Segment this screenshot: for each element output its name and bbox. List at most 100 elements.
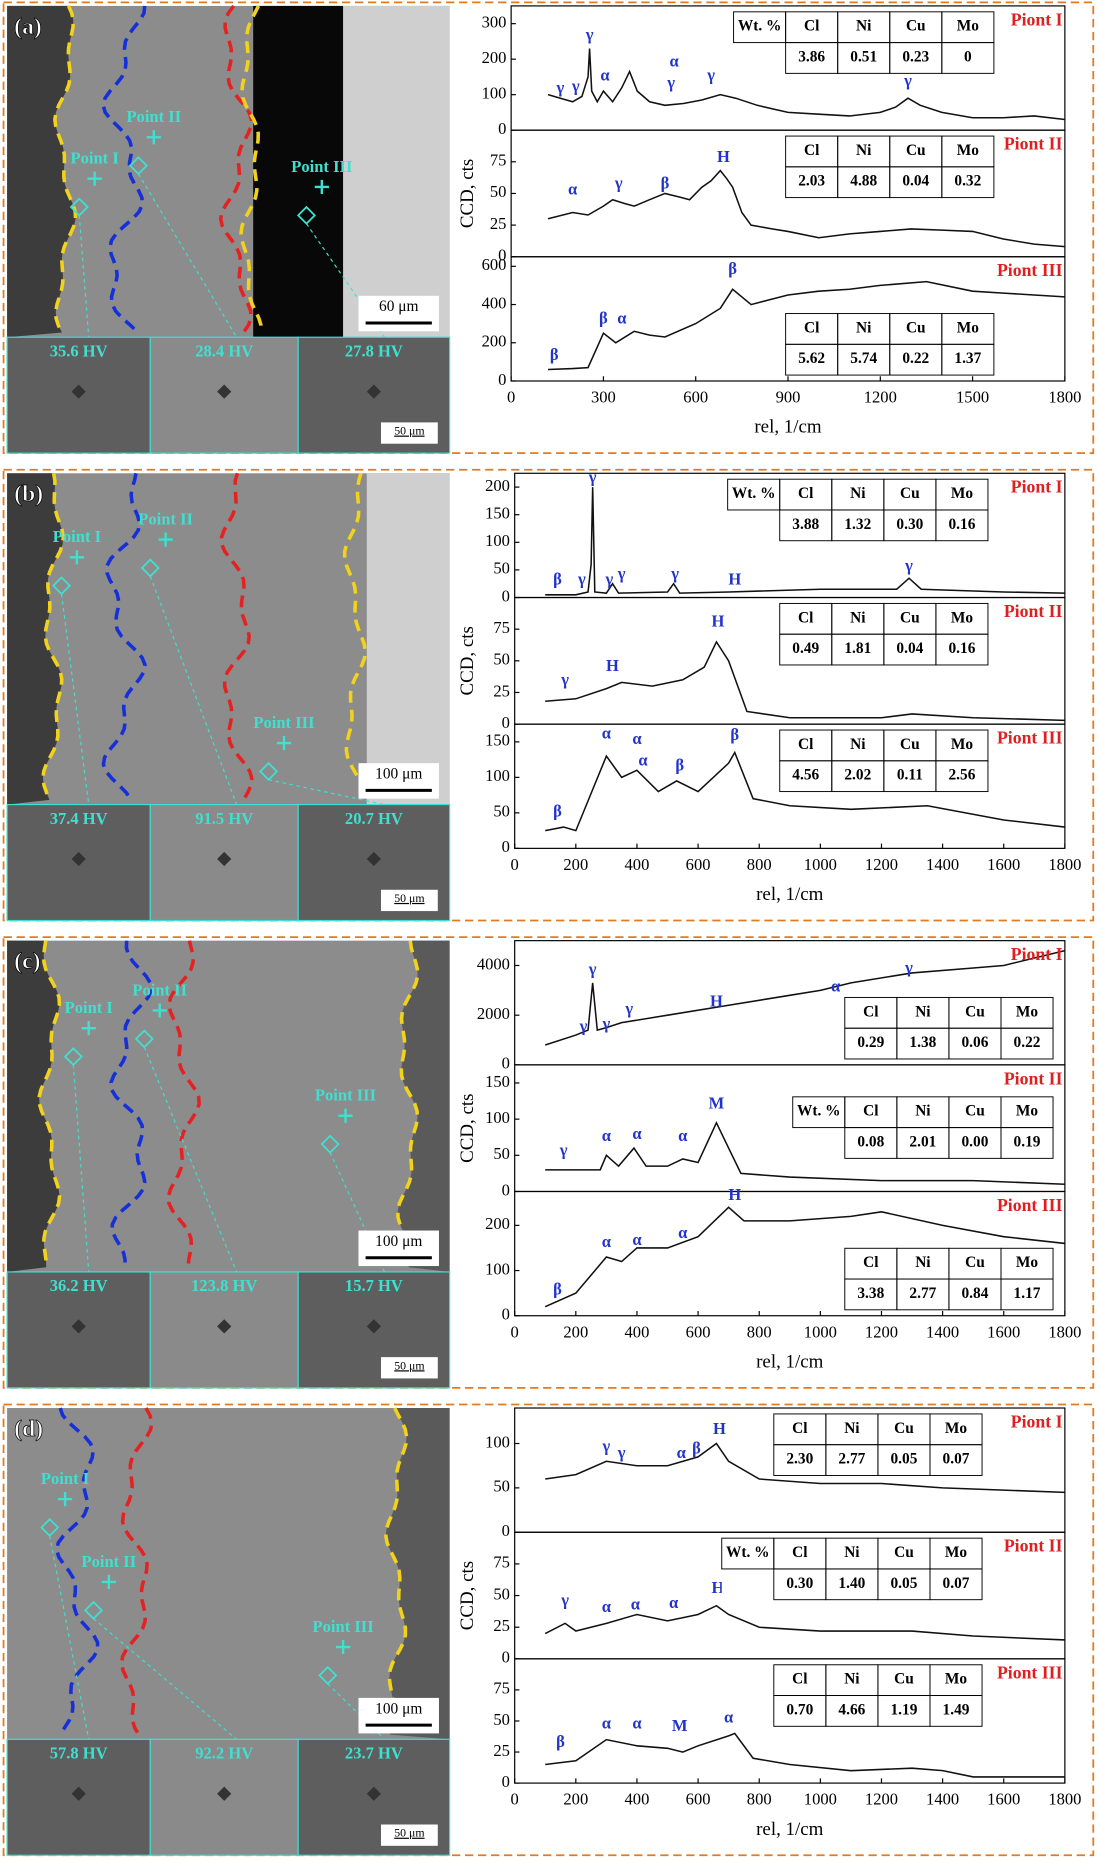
scale-bar-label: 60 μm xyxy=(379,298,418,315)
point-marker xyxy=(57,1492,73,1507)
peak-label: α xyxy=(678,1223,688,1242)
peak-label: γ xyxy=(614,173,623,192)
point-diamond xyxy=(259,761,279,781)
sem-dark-region xyxy=(7,473,64,805)
point-marker xyxy=(336,1639,351,1655)
peak-label: α xyxy=(632,729,642,748)
y-tick-label: 150 xyxy=(485,1072,510,1091)
spectrum-line xyxy=(547,48,1065,121)
subplot-title: Piont III xyxy=(997,260,1063,280)
table-cell xyxy=(935,760,989,793)
y-tick-label: 0 xyxy=(502,1521,510,1540)
table-cell xyxy=(929,1695,983,1727)
peak-label: γ xyxy=(602,1437,611,1456)
y-tick-label: 50 xyxy=(493,1477,510,1496)
table-header: Cu xyxy=(906,319,926,336)
x-tick-label: 1400 xyxy=(926,1322,959,1341)
peak-label: α xyxy=(724,1707,734,1726)
peak-label: α xyxy=(568,180,578,199)
table-value: 2.56 xyxy=(948,767,975,784)
table-header: Ni xyxy=(850,736,866,753)
table-value: 2.77 xyxy=(838,1451,865,1468)
sem-light-region xyxy=(366,473,450,805)
y-tick-label: 50 xyxy=(493,650,510,669)
x-tick-label: 800 xyxy=(747,1790,772,1809)
peak-label: α xyxy=(602,1232,612,1251)
table-value: 0.04 xyxy=(902,173,929,190)
peak-label: β xyxy=(599,309,608,328)
indent xyxy=(366,851,381,867)
table-cell xyxy=(1000,1278,1054,1311)
hardness-inset xyxy=(149,1738,299,1856)
table-header: Cl xyxy=(863,1254,879,1271)
scale-bar-label: 100 μm xyxy=(375,1233,422,1250)
hardness-label: 37.4 HV xyxy=(50,809,108,828)
peak-label: α xyxy=(602,1126,612,1145)
point-diamond xyxy=(134,1029,154,1049)
table-header: Ni xyxy=(856,18,872,35)
table-value: 0.29 xyxy=(857,1034,884,1051)
x-tick-label: 800 xyxy=(747,1322,772,1341)
subplot-title: Piont I xyxy=(1011,1411,1063,1431)
table-value: 2.02 xyxy=(844,767,871,784)
hardness-label: 35.6 HV xyxy=(50,341,108,360)
peak-label: H xyxy=(712,612,725,631)
x-tick-label: 400 xyxy=(625,1790,650,1809)
peak-label: γ xyxy=(559,1140,568,1159)
boundary-red xyxy=(119,1407,154,1736)
indent xyxy=(366,1319,381,1334)
table-value: 5.74 xyxy=(850,350,877,367)
spectrum-line xyxy=(545,1120,1065,1186)
plot-frame xyxy=(514,1190,1066,1317)
point-marker xyxy=(314,179,329,195)
table-header: Mo xyxy=(957,142,980,159)
table-header: Mo xyxy=(951,485,974,502)
spectrum-line xyxy=(545,1442,1065,1494)
panel-label: (b) xyxy=(14,481,43,507)
y-tick-label: 25 xyxy=(490,214,507,233)
peak-label: γ xyxy=(560,670,569,689)
peak-label: α xyxy=(632,1124,642,1143)
indent xyxy=(366,384,381,399)
table-header: Ni xyxy=(844,1671,860,1688)
spectrum-line xyxy=(545,640,1065,722)
table-value: 0.05 xyxy=(891,1575,918,1592)
indent xyxy=(217,1319,232,1334)
peak-label: H xyxy=(728,1185,741,1204)
table-header: Cl xyxy=(804,319,820,336)
y-tick-label: 0 xyxy=(502,1305,510,1324)
y-tick-label: 0 xyxy=(502,713,510,732)
table-header: Wt. % xyxy=(738,18,782,35)
y-tick-label: 50 xyxy=(493,1584,510,1603)
table-header: Cu xyxy=(965,1254,985,1271)
indent xyxy=(217,851,232,867)
table-header: Cl xyxy=(804,18,820,35)
table-value: 0.07 xyxy=(943,1451,970,1468)
point-label: Point III xyxy=(253,713,314,732)
point-label: Point I xyxy=(65,998,113,1017)
boundary-yellow xyxy=(239,5,264,333)
table-value: 0.05 xyxy=(891,1451,918,1468)
boundary-blue xyxy=(101,472,147,801)
y-tick-label: 75 xyxy=(493,1553,510,1572)
hardness-label: 28.4 HV xyxy=(195,341,253,360)
y-tick-label: 400 xyxy=(482,293,507,312)
x-tick-label: 0 xyxy=(511,855,519,874)
peak-label: M xyxy=(709,1093,725,1112)
y-tick-label: 0 xyxy=(502,586,510,605)
table-header: Mo xyxy=(945,1544,968,1561)
x-tick-label: 600 xyxy=(686,855,711,874)
peak-label: α xyxy=(678,1126,688,1145)
peak-label: β xyxy=(730,725,739,744)
table-value: 0.11 xyxy=(897,767,923,784)
guide-line xyxy=(49,1535,90,1740)
x-tick-label: 200 xyxy=(563,1790,588,1809)
point-marker xyxy=(338,1108,353,1123)
boundary-blue xyxy=(54,1407,100,1736)
inset-scale-label: 50 μm xyxy=(394,1826,425,1840)
indent xyxy=(71,1786,86,1801)
peak-label: M xyxy=(672,1716,688,1735)
indent xyxy=(71,384,86,399)
y-tick-label: 4000 xyxy=(477,954,510,973)
panel-border xyxy=(2,936,1095,1389)
